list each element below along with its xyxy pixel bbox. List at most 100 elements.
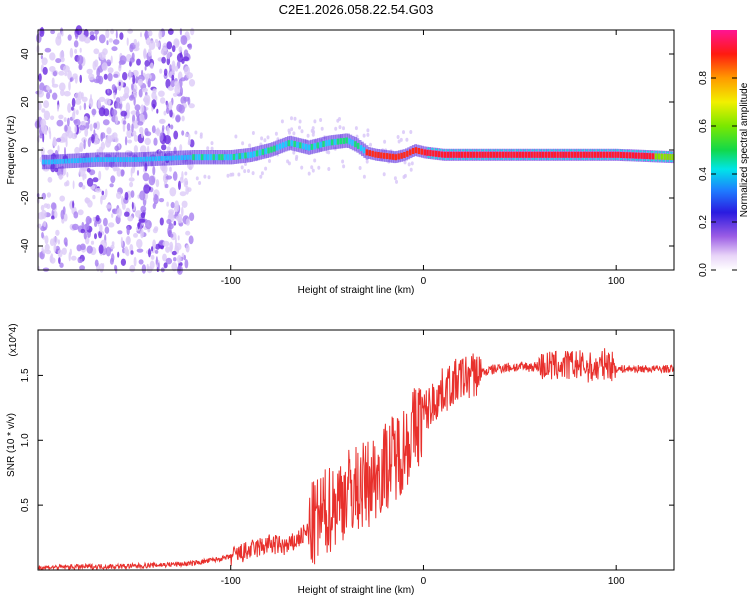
heatmap-cell bbox=[62, 158, 65, 164]
heatmap-cell bbox=[576, 151, 580, 158]
heatmap-cell bbox=[135, 210, 142, 218]
heatmap-cell bbox=[663, 153, 666, 160]
heatmap-cell bbox=[141, 87, 148, 93]
heatmap-cell bbox=[160, 49, 164, 55]
heatmap-cell bbox=[542, 151, 545, 158]
heatmap-cell bbox=[79, 265, 85, 271]
heatmap-cell bbox=[192, 154, 195, 161]
heatmap-cell bbox=[88, 97, 94, 108]
heatmap-cell bbox=[596, 151, 600, 158]
heatmap-cell bbox=[169, 187, 177, 197]
heatmap-cell bbox=[40, 204, 45, 211]
heatmap-cell bbox=[165, 107, 170, 114]
heatmap-cell bbox=[293, 141, 296, 147]
heatmap-cell bbox=[163, 262, 168, 269]
heatmap-cell bbox=[396, 135, 400, 139]
heatmap-cell bbox=[104, 98, 112, 105]
heatmap-cell bbox=[165, 257, 173, 265]
heatmap-cell bbox=[336, 118, 340, 123]
heatmap-cell bbox=[481, 151, 484, 158]
heatmap-cell bbox=[403, 160, 407, 165]
heatmap-cell bbox=[151, 91, 157, 100]
heatmap-cell bbox=[151, 156, 155, 162]
colorbar bbox=[711, 30, 737, 270]
colorbar-tick-label: 0.0 bbox=[698, 263, 709, 277]
heatmap-cell bbox=[179, 144, 183, 152]
heatmap-cell bbox=[174, 200, 179, 210]
heatmap-cell bbox=[169, 155, 172, 161]
heatmap-cell bbox=[522, 148, 526, 161]
heatmap-cell bbox=[452, 151, 455, 158]
heatmap-cell bbox=[118, 64, 122, 72]
heatmap-cell bbox=[337, 134, 341, 149]
heatmap-cell bbox=[440, 151, 444, 158]
heatmap-cell bbox=[57, 249, 63, 258]
heatmap-cell bbox=[410, 161, 414, 166]
heatmap-cell bbox=[46, 86, 51, 91]
heatmap-cell bbox=[435, 148, 438, 151]
heatmap-cell bbox=[166, 41, 173, 50]
heatmap-cell bbox=[128, 157, 132, 162]
heatmap-cell bbox=[248, 143, 252, 148]
heatmap-cell bbox=[41, 192, 46, 200]
heatmap-cell bbox=[492, 158, 496, 160]
heatmap-cell bbox=[365, 149, 369, 156]
heatmap-cell bbox=[669, 154, 672, 160]
heatmap-cell bbox=[96, 157, 100, 162]
heatmap-cell bbox=[617, 151, 620, 158]
heatmap-cell bbox=[87, 200, 93, 208]
heatmap-cell bbox=[342, 137, 345, 144]
heatmap-cell bbox=[189, 154, 192, 160]
heatmap-cell bbox=[174, 40, 180, 46]
heatmap-cell bbox=[395, 179, 398, 184]
heatmap-cell bbox=[68, 81, 71, 91]
heatmap-cell bbox=[670, 151, 673, 154]
heatmap-cell bbox=[50, 159, 53, 165]
heatmap-cell bbox=[133, 96, 136, 106]
heatmap-cell bbox=[113, 73, 119, 78]
heatmap-cell bbox=[206, 146, 210, 151]
snr-x-label: Height of straight line (km) bbox=[298, 585, 415, 596]
heatmap-cell bbox=[105, 138, 111, 148]
heatmap-cell bbox=[585, 151, 588, 158]
heatmap-cell bbox=[143, 94, 151, 104]
heatmap-cell bbox=[88, 73, 95, 81]
heatmap-cell bbox=[622, 152, 626, 159]
heatmap-cell bbox=[89, 123, 93, 132]
heatmap-cell bbox=[129, 181, 134, 188]
heatmap-cell bbox=[427, 156, 430, 158]
heatmap-cell bbox=[209, 154, 212, 161]
heatmap-cell bbox=[115, 115, 118, 125]
heatmap-cell bbox=[303, 139, 306, 154]
heatmap-cell bbox=[531, 158, 534, 160]
heatmap-cell bbox=[489, 151, 493, 158]
heatmap-cell bbox=[47, 176, 53, 183]
heatmap-cell bbox=[130, 190, 135, 198]
heatmap-cell bbox=[55, 229, 60, 236]
heatmap-cell bbox=[639, 150, 642, 153]
heatmap-cell bbox=[165, 246, 171, 253]
heatmap-cell bbox=[122, 120, 127, 125]
heatmap-cell bbox=[407, 147, 411, 160]
heatmap-cell bbox=[557, 148, 561, 161]
heatmap-cell bbox=[122, 122, 126, 132]
heatmap-cell bbox=[162, 253, 167, 262]
heatmap-cell bbox=[51, 83, 59, 88]
heatmap-cell bbox=[255, 150, 259, 157]
heatmap-cell bbox=[310, 165, 314, 170]
heatmap-cell bbox=[93, 48, 100, 55]
heatmap-cell bbox=[79, 158, 82, 163]
heatmap-cell bbox=[41, 108, 46, 113]
heatmap-cell bbox=[128, 95, 134, 101]
heatmap-cell bbox=[469, 151, 473, 158]
heatmap-cell bbox=[504, 151, 507, 158]
y-tick-label: 0.5 bbox=[20, 498, 31, 512]
heatmap-cell bbox=[358, 166, 362, 170]
heatmap-cell bbox=[643, 150, 646, 153]
heatmap-cell bbox=[631, 152, 635, 159]
heatmap-cell bbox=[628, 152, 632, 159]
heatmap-cell bbox=[287, 140, 291, 147]
heatmap-cell bbox=[635, 159, 638, 161]
heatmap-cell bbox=[71, 223, 79, 231]
